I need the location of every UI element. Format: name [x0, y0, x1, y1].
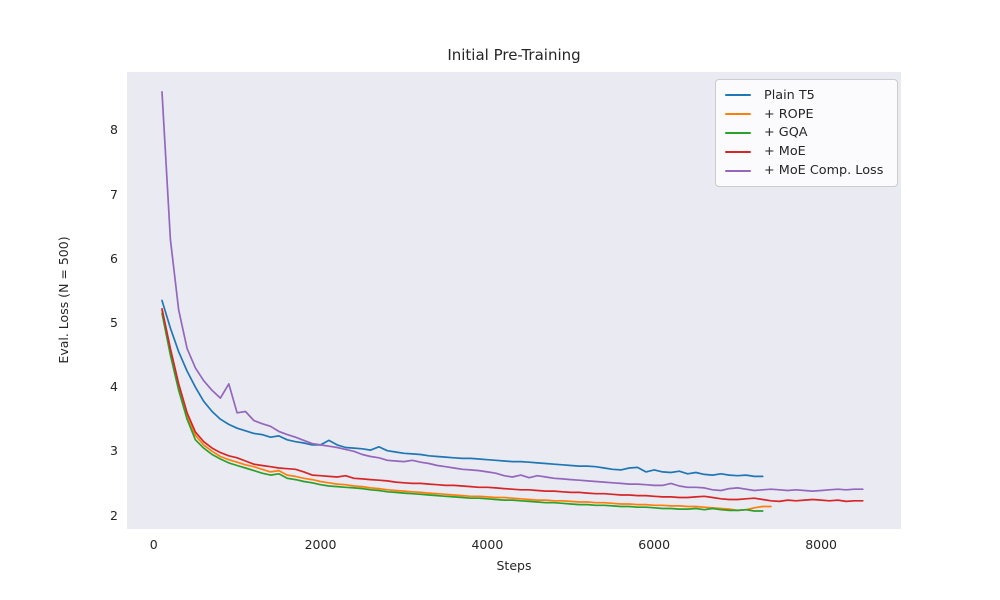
legend-item: + MoE Comp. Loss — [725, 161, 887, 180]
x-tick-label: 6000 — [638, 537, 671, 552]
x-tick-label: 8000 — [805, 537, 837, 552]
x-tick-label: 0 — [149, 537, 158, 552]
series-line — [161, 307, 864, 503]
y-tick-label: 3 — [110, 443, 118, 459]
legend-line-swatch — [725, 150, 751, 153]
y-tick-label: 7 — [110, 186, 118, 202]
legend-label: + MoE — [764, 144, 806, 160]
legend-line-swatch — [725, 94, 751, 97]
plot-lines — [161, 91, 864, 512]
y-tick-label: 5 — [110, 315, 118, 330]
y-tick-label: 8 — [110, 122, 118, 138]
legend-item: + MoE — [725, 142, 887, 161]
legend-line-swatch — [725, 169, 751, 172]
series-line — [161, 309, 772, 512]
legend-item: + GQA — [725, 124, 887, 143]
legend-line-swatch — [725, 113, 751, 116]
legend-label: + GQA — [764, 125, 808, 141]
y-tick-label: 2 — [110, 507, 118, 523]
series-line — [161, 312, 764, 512]
legend-label: + ROPE — [764, 106, 814, 122]
y-tick-label: 6 — [110, 250, 118, 266]
legend-label: + MoE Comp. Loss — [764, 163, 884, 179]
legend: Plain T5 + ROPE + GQA + MoE + MoE Comp. Loss — [715, 79, 898, 187]
x-axis-label: Steps — [496, 558, 532, 573]
legend-line-swatch — [725, 131, 751, 134]
x-tick-labels: 0 2000 4000 6000 8000 — [127, 537, 901, 555]
series-line — [161, 91, 864, 492]
legend-label: Plain T5 — [764, 87, 815, 103]
series-line — [161, 299, 764, 478]
x-tick-label: 2000 — [304, 537, 337, 552]
chart-title: Initial Pre-Training — [447, 46, 581, 64]
y-tick-label: 4 — [110, 379, 118, 395]
x-tick-label: 4000 — [471, 537, 504, 552]
legend-item: + ROPE — [725, 105, 887, 124]
legend-item: Plain T5 — [725, 86, 887, 105]
